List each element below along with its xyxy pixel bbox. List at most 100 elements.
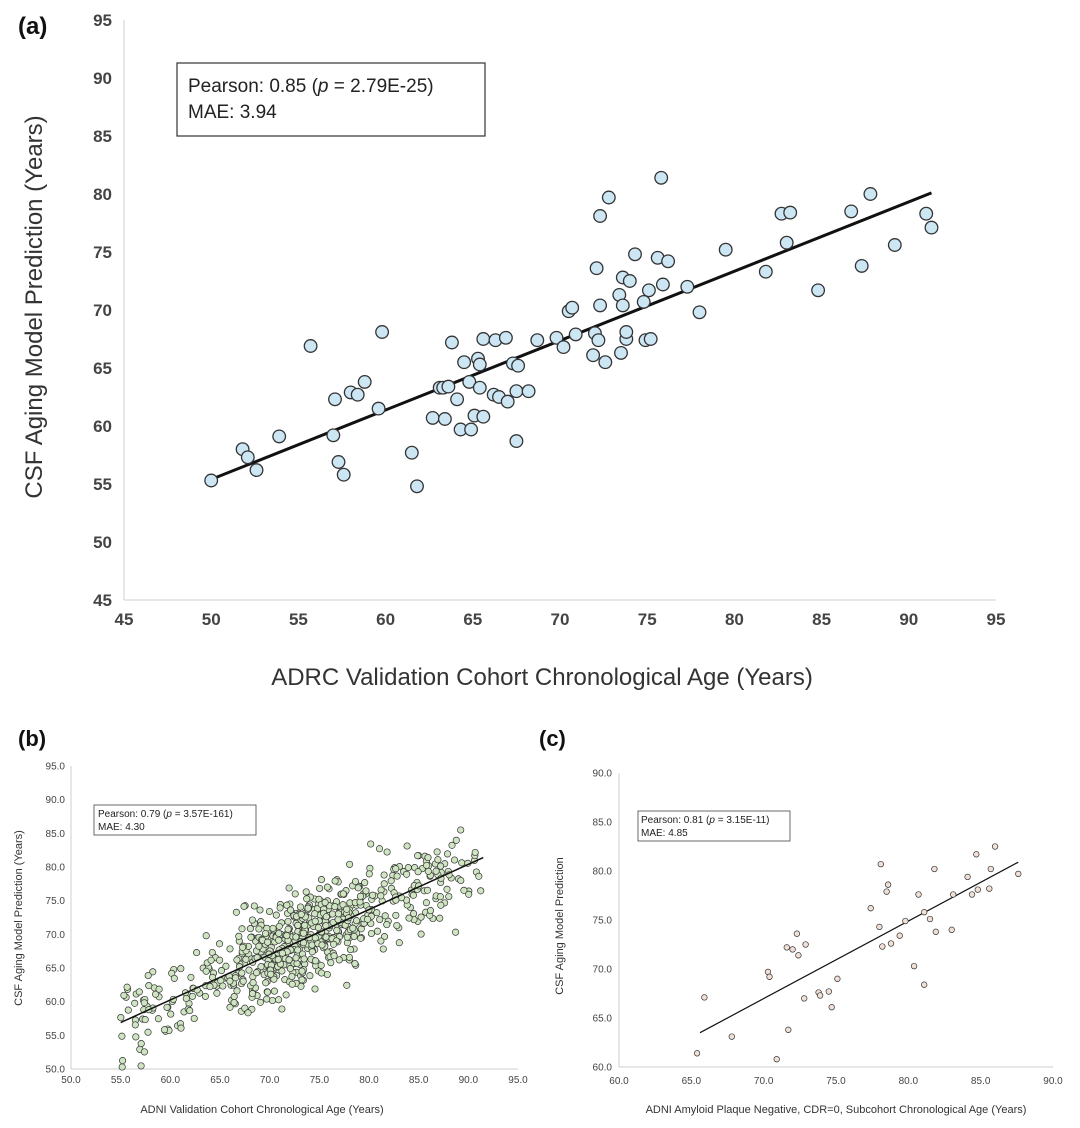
panel-b-point-667 bbox=[285, 884, 293, 892]
panel-c-y-tick-5: 85.0 bbox=[593, 818, 613, 829]
panel-b-x-tick-2: 60.0 bbox=[161, 1075, 181, 1086]
panel-b-point-416 bbox=[330, 952, 338, 960]
panel-b-point-683 bbox=[414, 868, 422, 876]
panel-b-point-288 bbox=[283, 901, 291, 909]
panel-b-point-639 bbox=[283, 932, 291, 940]
panel-b-point-695 bbox=[364, 915, 372, 923]
panel-b-point-618 bbox=[301, 921, 309, 929]
panel-a-point-32 bbox=[476, 332, 491, 346]
panel-c-point-5 bbox=[773, 1056, 780, 1063]
panel-b-point-158 bbox=[118, 1063, 126, 1071]
panel-b-point-266 bbox=[275, 936, 283, 944]
panel-b-point-183 bbox=[257, 963, 265, 971]
panel-c-y-tick-2: 70.0 bbox=[593, 965, 613, 976]
panel-a-point-50 bbox=[586, 348, 601, 363]
panel-b-point-328 bbox=[137, 1062, 145, 1070]
panel-a-x-tick-6: 75 bbox=[638, 610, 657, 629]
panel-b-point-539 bbox=[155, 985, 163, 993]
panel-a-point-14 bbox=[375, 325, 390, 339]
panel-b-point-501 bbox=[303, 895, 311, 903]
panel-b-point-88 bbox=[208, 948, 216, 957]
panel-a-point-65 bbox=[628, 247, 642, 262]
panel-a-point-49 bbox=[568, 327, 583, 342]
panel-b-point-635 bbox=[132, 1033, 140, 1041]
panel-b-point-380 bbox=[445, 892, 453, 901]
panel-c-point-6 bbox=[783, 944, 790, 951]
panel-a-point-73 bbox=[661, 254, 676, 269]
panel-a-y-tick-6: 75 bbox=[93, 243, 112, 262]
panel-c-point-24 bbox=[887, 940, 895, 947]
panel-b-point-558 bbox=[186, 1007, 194, 1015]
panel-b-point-662 bbox=[316, 884, 324, 892]
panel-c-point-18 bbox=[867, 905, 874, 912]
panel-c-point-29 bbox=[921, 981, 928, 988]
panel-b-point-295 bbox=[144, 971, 152, 980]
panel-a-point-54 bbox=[593, 209, 608, 223]
panel-b-x-tick-0: 50.0 bbox=[61, 1075, 81, 1086]
panel-b-point-362 bbox=[270, 975, 278, 983]
panel-c-point-21 bbox=[879, 943, 886, 950]
panel-b-point-415 bbox=[275, 929, 283, 937]
panel-c-x-tick-5: 85.0 bbox=[971, 1076, 991, 1087]
panel-a-point-68 bbox=[641, 283, 656, 298]
panel-b-point-378 bbox=[327, 959, 335, 967]
panel-b-point-610 bbox=[362, 887, 370, 895]
panel-b-point-562 bbox=[235, 932, 243, 940]
panel-a-point-64 bbox=[622, 274, 637, 288]
panel-b-point-401 bbox=[393, 872, 401, 880]
panel-a-point-77 bbox=[758, 264, 773, 279]
panel-b-point-669 bbox=[288, 980, 296, 988]
panel-b-point-75 bbox=[346, 946, 355, 954]
panel-b-point-211 bbox=[118, 1032, 126, 1040]
panel-b-point-672 bbox=[202, 932, 210, 940]
panel-a-point-52 bbox=[589, 261, 604, 276]
panel-c-point-12 bbox=[802, 941, 809, 948]
panel-a-point-11 bbox=[350, 387, 365, 402]
panel-b-point-646 bbox=[414, 852, 422, 860]
panel-b-point-440 bbox=[333, 926, 341, 934]
panel-b-point-361 bbox=[278, 967, 286, 975]
panel-b-y-tick-labels: 50.0 55.0 60.0 65.0 70.0 75.0 80.0 85.0 90.0 95.0 bbox=[46, 762, 66, 1076]
panel-b-point-439 bbox=[268, 996, 277, 1005]
panel-c-point-36 bbox=[964, 873, 971, 881]
panel-a-y-tick-9: 90 bbox=[93, 69, 112, 88]
panel-a-point-13 bbox=[371, 401, 386, 416]
panel-b-point-169 bbox=[458, 859, 466, 867]
panel-b-x-tick-labels: 50.0 55.0 60.0 65.0 70.0 75.0 80.0 85.0 90.0 95.0 bbox=[61, 1075, 528, 1086]
panel-a-point-71 bbox=[654, 170, 669, 185]
panel-c-y-axis-label: CSF Aging Model Prediction bbox=[554, 857, 566, 995]
panel-c-point-34 bbox=[948, 926, 955, 933]
panel-a-point-55 bbox=[593, 298, 608, 313]
panel-b-point-550 bbox=[154, 1015, 162, 1023]
panel-b-x-axis-label: ADNI Validation Cohort Chronological Age… bbox=[140, 1104, 383, 1116]
panel-a-point-74 bbox=[680, 279, 695, 294]
panel-b-point-657 bbox=[294, 946, 302, 954]
panel-a-point-20 bbox=[437, 412, 452, 426]
panel-c-point-42 bbox=[991, 843, 999, 850]
panel-b-point-563 bbox=[298, 967, 306, 975]
panel-c-point-32 bbox=[931, 865, 938, 873]
panel-b-point-377 bbox=[167, 1010, 175, 1018]
panel-b-point-673 bbox=[311, 957, 320, 965]
panel-b-point-494 bbox=[450, 856, 459, 864]
panel-a: (a) 45 50 55 60 65 70 75 80 85 90 95 45 50 55 60 65 70 7… bbox=[18, 11, 1005, 691]
panel-b-point-585 bbox=[343, 933, 351, 941]
panel-b-point-647 bbox=[239, 977, 247, 985]
panel-b-point-414 bbox=[317, 961, 325, 969]
panel-b-point-321 bbox=[296, 903, 305, 911]
panel-c-point-9 bbox=[793, 930, 801, 937]
panel-b-point-674 bbox=[423, 861, 431, 869]
panel-b-point-430 bbox=[433, 848, 441, 856]
panel-b-x-tick-4: 70.0 bbox=[260, 1075, 280, 1086]
panel-c-point-4 bbox=[766, 973, 773, 980]
panel-b-point-628 bbox=[369, 891, 377, 899]
panel-b-point-587 bbox=[377, 937, 385, 945]
panel-b-point-79 bbox=[380, 880, 388, 888]
panel-b-point-392 bbox=[424, 854, 432, 862]
panel-a-y-tick-7: 80 bbox=[93, 185, 112, 204]
panel-c-point-41 bbox=[987, 865, 994, 873]
panel-c-x-tick-labels: 60.0 65.0 70.0 75.0 80.0 85.0 90.0 bbox=[609, 1076, 1063, 1087]
panel-b-point-565 bbox=[328, 910, 337, 918]
panel-b-point-413 bbox=[335, 956, 343, 964]
panel-a-point-87 bbox=[924, 220, 939, 235]
